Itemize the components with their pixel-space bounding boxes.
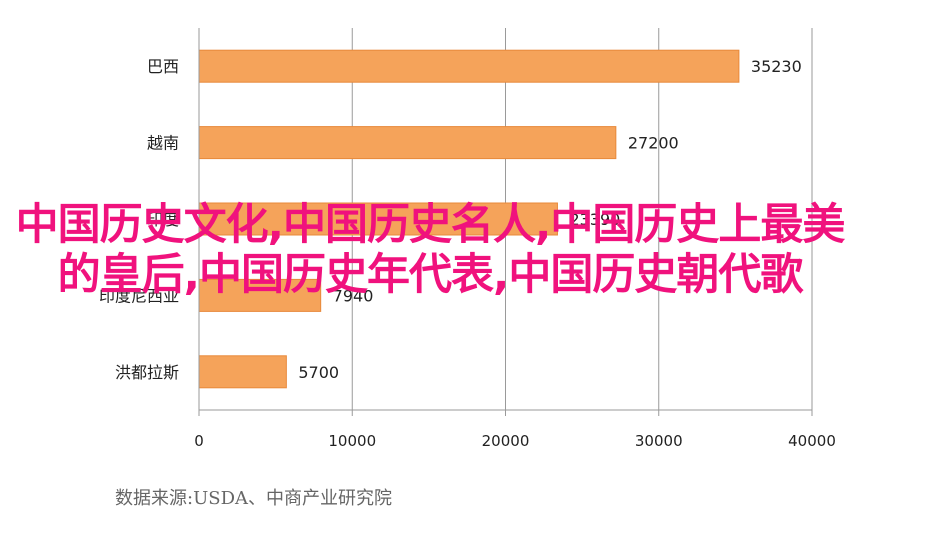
data-label: 23390 [569, 210, 620, 229]
x-tick-labels: 0 10000 20000 30000 40000 [194, 432, 836, 450]
data-label: 5700 [298, 363, 339, 382]
bar [198, 126, 617, 160]
x-tick-label: 40000 [788, 432, 836, 450]
data-labels: 35230 27200 23390 7940 5700 [298, 57, 801, 382]
category-label: 印度尼西亚 [99, 286, 179, 305]
data-label: 27200 [628, 134, 679, 153]
data-label: 7940 [333, 286, 374, 305]
category-label: 洪都拉斯 [115, 363, 179, 382]
category-label: 巴西 [147, 57, 179, 76]
x-tick-label: 30000 [635, 432, 683, 450]
category-label: 越南 [147, 134, 179, 153]
source-note: 数据来源:USDA、中商产业研究院 [115, 488, 392, 509]
overlay-watermark-text: 中国历史文化,中国历史名人,中国历史上最美的皇后,中国历史年代表,中国历史朝代歌 [15, 200, 846, 300]
bars [198, 49, 740, 389]
category-label: 印度 [147, 210, 179, 229]
x-tick-label: 0 [194, 432, 204, 450]
bar [198, 202, 558, 236]
bar [198, 278, 322, 312]
x-tick-label: 10000 [328, 432, 376, 450]
bar [198, 49, 740, 83]
x-tick-label: 20000 [482, 432, 530, 450]
bar [198, 355, 287, 389]
data-label: 35230 [751, 57, 802, 76]
